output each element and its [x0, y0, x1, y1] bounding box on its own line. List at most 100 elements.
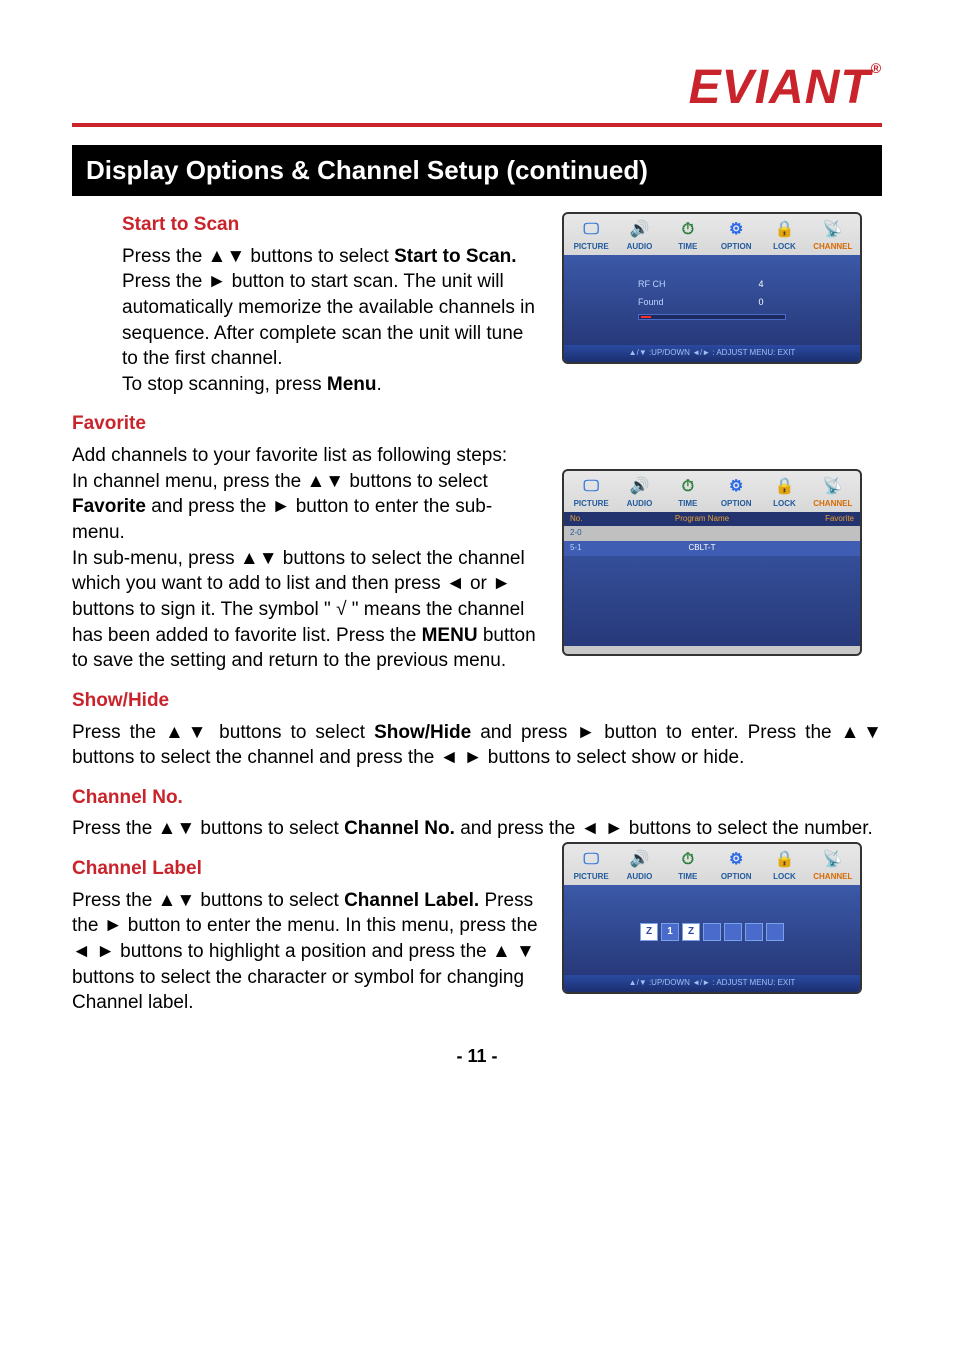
osd-tab-time: ⏱TIME [665, 218, 711, 255]
cell-no: 5-1 [570, 543, 610, 554]
osd-tab-picture: 🖵PICTURE [568, 848, 614, 885]
tab-label: AUDIO [627, 242, 653, 251]
label-box: 1 [661, 923, 679, 941]
osd-tab-audio: 🔊 AUDIO [616, 218, 662, 255]
osd-tab-channel: 📡 CHANNEL [810, 475, 856, 512]
channel-icon: 📡 [822, 477, 844, 497]
col-prog: Program Name [610, 514, 794, 525]
audio-icon: 🔊 [628, 850, 650, 870]
label-boxes: Z 1 Z [574, 923, 850, 941]
osd-tabs: 🖵PICTURE 🔊AUDIO ⏱TIME ⚙OPTION 🔒LOCK 📡CHA… [564, 844, 860, 885]
channelno-p1: Press the ▲▼ buttons to select Channel N… [72, 816, 882, 842]
brand-logo: EVIANT® [689, 61, 882, 114]
lock-icon: 🔒 [773, 850, 795, 870]
label-box: Z [640, 923, 658, 941]
tab-label: TIME [678, 499, 697, 508]
logo-row: EVIANT® [72, 60, 882, 115]
label-box [724, 923, 742, 941]
text-bold: Start to Scan. [394, 246, 516, 267]
tab-label: CHANNEL [813, 242, 852, 251]
tab-label: CHANNEL [813, 499, 852, 508]
osd-tab-time: ⏱TIME [665, 848, 711, 885]
cell-prog [610, 528, 794, 539]
col-fav: Favorite [794, 514, 854, 525]
label: Found [638, 296, 736, 308]
osd-label: 🖵PICTURE 🔊AUDIO ⏱TIME ⚙OPTION 🔒LOCK 📡CHA… [562, 842, 862, 994]
label: RF CH [638, 278, 736, 290]
osd-body: Z 1 Z [564, 885, 860, 975]
time-icon: ⏱ [677, 477, 699, 497]
brand-reg: ® [871, 60, 882, 76]
text: Press the ▲▼ buttons to select [72, 722, 374, 743]
text-bold: Menu [327, 374, 377, 395]
osd-tabs: 🖵PICTURE 🔊AUDIO ⏱TIME ⚙OPTION 🔒LOCK 📡CHA… [564, 471, 860, 512]
channellabel-figure: 🖵PICTURE 🔊AUDIO ⏱TIME ⚙OPTION 🔒LOCK 📡CHA… [562, 842, 882, 994]
start-scan-p1: Press the ▲▼ buttons to select Start to … [122, 244, 544, 372]
scan-progress [638, 314, 786, 320]
text-bold: Channel No. [344, 818, 455, 839]
picture-icon: 🖵 [580, 850, 602, 870]
text: and press the ◄ ► buttons to select the … [455, 818, 873, 839]
osd-tab-option: ⚙OPTION [713, 218, 759, 255]
osd-row-found: Found0 [632, 293, 792, 311]
fav-row: 5-1 CBLT-T [564, 541, 860, 556]
tab-label: CHANNEL [813, 872, 852, 881]
osd-tab-picture: 🖵PICTURE [568, 475, 614, 512]
tab-label: LOCK [773, 872, 796, 881]
text: Press the ▲▼ buttons to select [72, 890, 344, 911]
tab-label: OPTION [721, 499, 752, 508]
osd-favorite: 🖵PICTURE 🔊AUDIO ⏱TIME ⚙OPTION 🔒LOCK 📡CHA… [562, 469, 862, 656]
cell-fav [794, 528, 854, 539]
osd-tab-option: ⚙ OPTION [713, 848, 759, 885]
favorite-text: In channel menu, press the ▲▼ buttons to… [72, 469, 544, 674]
start-scan-heading: Start to Scan [122, 212, 544, 238]
fav-row: 2-0 [564, 526, 860, 541]
audio-icon: 🔊 [628, 220, 650, 240]
favorite-block: In channel menu, press the ▲▼ buttons to… [72, 469, 882, 674]
favorite-figure: 🖵PICTURE 🔊AUDIO ⏱TIME ⚙OPTION 🔒LOCK 📡CHA… [562, 469, 882, 656]
osd-tab-channel: 📡CHANNEL [810, 218, 856, 255]
value: 0 [736, 296, 786, 308]
tab-label: PICTURE [574, 499, 609, 508]
text: . [377, 374, 382, 395]
text-bold: Channel Label. [344, 890, 479, 911]
osd-body: RF CH4 Found0 [564, 255, 860, 345]
osd-tabs: 🖵PICTURE 🔊AUDIO ⏱TIME ⚙OPTION 🔒LOCK 📡CHA… [564, 214, 860, 255]
favorite-p1: Add channels to your favorite list as fo… [72, 443, 882, 469]
tab-label: LOCK [773, 242, 796, 251]
osd-footer-strip [564, 646, 860, 654]
brand-name: EVIANT [689, 61, 871, 114]
start-scan-text: Start to Scan Press the ▲▼ buttons to se… [122, 212, 544, 397]
section-title: Display Options & Channel Setup (continu… [86, 155, 648, 185]
osd-tab-time: ⏱ TIME [665, 475, 711, 512]
tab-label: OPTION [721, 872, 752, 881]
channellabel-heading: Channel Label [72, 856, 544, 882]
cell-no: 2-0 [570, 528, 610, 539]
start-scan-block: Start to Scan Press the ▲▼ buttons to se… [72, 212, 882, 397]
text: Press the ▲▼ buttons to select [122, 246, 394, 267]
channelno-heading: Channel No. [72, 785, 882, 811]
cell-prog: CBLT-T [610, 543, 794, 554]
label-box [745, 923, 763, 941]
osd-tab-lock: 🔒 LOCK [761, 848, 807, 885]
osd-body: No. Program Name Favorite 2-0 5-1 CBLT-T [564, 512, 860, 646]
osd-tab-lock: 🔒LOCK [761, 475, 807, 512]
label-box: Z [682, 923, 700, 941]
text-bold: MENU [422, 625, 478, 646]
favorite-p3: In sub-menu, press ▲▼ buttons to select … [72, 546, 544, 674]
osd-footer: ▲/▼ :UP/DOWN ◄/► : ADJUST MENU: EXIT [564, 975, 860, 992]
lock-icon: 🔒 [773, 220, 795, 240]
option-icon: ⚙ [725, 220, 747, 240]
favorite-heading: Favorite [72, 411, 882, 437]
text: To stop scanning, press [122, 374, 327, 395]
showhide-p1: Press the ▲▼ buttons to select Show/Hide… [72, 720, 882, 771]
option-icon: ⚙ [725, 850, 747, 870]
start-scan-p2: To stop scanning, press Menu. [122, 372, 544, 398]
option-icon: ⚙ [725, 477, 747, 497]
tab-label: AUDIO [627, 499, 653, 508]
text: Press the ► button to start scan. The un… [122, 271, 535, 369]
page-number: - 11 - [72, 1046, 882, 1067]
channellabel-text: Channel Label Press the ▲▼ buttons to se… [72, 842, 544, 1016]
channellabel-block: Channel Label Press the ▲▼ buttons to se… [72, 842, 882, 1016]
tab-label: LOCK [773, 499, 796, 508]
